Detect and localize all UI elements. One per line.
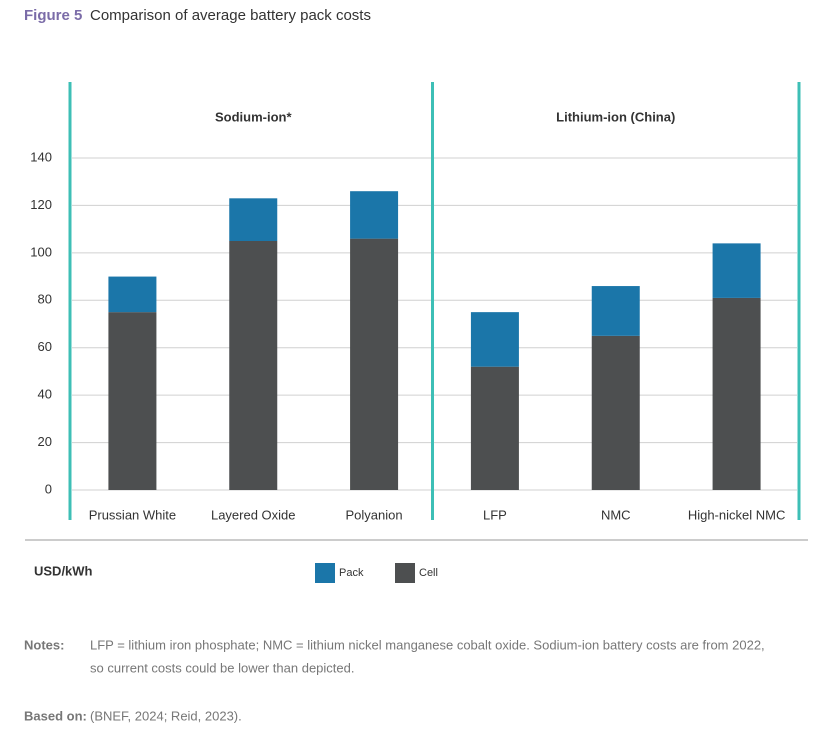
notes-text: LFP = lithium iron phosphate; NMC = lith… <box>90 637 765 652</box>
y-tick-label: 100 <box>30 244 52 259</box>
bar-segment <box>108 276 157 313</box>
y-tick-label: 60 <box>38 339 52 354</box>
bar-segment <box>108 312 157 490</box>
x-tick-label: NMC <box>601 507 631 522</box>
y-tick-label: 0 <box>45 481 52 496</box>
bar-segment <box>470 366 519 490</box>
figure-label: Figure 5 <box>24 7 82 24</box>
bar-segment <box>591 286 640 336</box>
chart-title: Comparison of average battery pack costs <box>90 7 371 24</box>
y-tick-label: 120 <box>30 197 52 212</box>
notes-text: so current costs could be lower than dep… <box>90 660 354 675</box>
notes-label: Notes: <box>24 637 64 652</box>
source-label: Based on: <box>24 708 87 723</box>
bar-segment <box>350 238 399 490</box>
bar-segment <box>350 191 399 239</box>
bar-segment <box>229 198 278 241</box>
legend-swatch <box>315 563 335 583</box>
legend-label: Pack <box>339 567 364 579</box>
bar-segment <box>229 241 278 490</box>
x-tick-label: Prussian White <box>89 507 176 522</box>
x-tick-label: LFP <box>483 507 507 522</box>
y-tick-label: 40 <box>38 387 52 402</box>
y-tick-label: 80 <box>38 292 52 307</box>
bar-segment <box>591 335 640 490</box>
legend-label: Cell <box>419 567 438 579</box>
x-tick-label: High-nickel NMC <box>688 507 786 522</box>
y-tick-label: 140 <box>30 149 52 164</box>
group-label: Lithium-ion (China) <box>556 109 675 124</box>
x-tick-label: Layered Oxide <box>211 507 296 522</box>
x-tick-label: Polyanion <box>346 507 403 522</box>
legend-swatch <box>395 563 415 583</box>
source-text: (BNEF, 2024; Reid, 2023). <box>90 708 242 723</box>
y-axis-label: USD/kWh <box>34 563 93 578</box>
bar-segment <box>712 297 761 490</box>
group-label: Sodium-ion* <box>215 109 292 124</box>
bar-segment <box>712 243 761 298</box>
y-tick-label: 20 <box>38 434 52 449</box>
bar-segment <box>470 312 519 367</box>
